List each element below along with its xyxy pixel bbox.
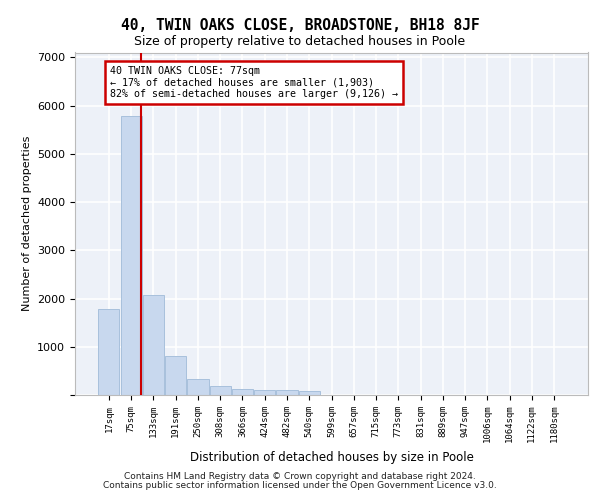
Bar bbox=[98, 309, 119, 395]
Text: Contains public sector information licensed under the Open Government Licence v3: Contains public sector information licen… bbox=[103, 481, 497, 490]
Bar bbox=[143, 294, 164, 395]
Text: 40 TWIN OAKS CLOSE: 77sqm
← 17% of detached houses are smaller (1,903)
82% of se: 40 TWIN OAKS CLOSE: 77sqm ← 17% of detac… bbox=[110, 66, 398, 99]
Text: Size of property relative to detached houses in Poole: Size of property relative to detached ho… bbox=[134, 35, 466, 48]
Bar bbox=[299, 390, 320, 395]
Bar bbox=[254, 390, 275, 395]
Text: Contains HM Land Registry data © Crown copyright and database right 2024.: Contains HM Land Registry data © Crown c… bbox=[124, 472, 476, 481]
Bar bbox=[165, 356, 186, 395]
Text: 40, TWIN OAKS CLOSE, BROADSTONE, BH18 8JF: 40, TWIN OAKS CLOSE, BROADSTONE, BH18 8J… bbox=[121, 18, 479, 32]
Bar bbox=[232, 389, 253, 395]
Y-axis label: Number of detached properties: Number of detached properties bbox=[22, 136, 32, 312]
X-axis label: Distribution of detached houses by size in Poole: Distribution of detached houses by size … bbox=[190, 450, 473, 464]
Bar bbox=[187, 378, 209, 395]
Bar bbox=[277, 390, 298, 395]
Bar bbox=[209, 386, 231, 395]
Bar bbox=[121, 116, 142, 395]
